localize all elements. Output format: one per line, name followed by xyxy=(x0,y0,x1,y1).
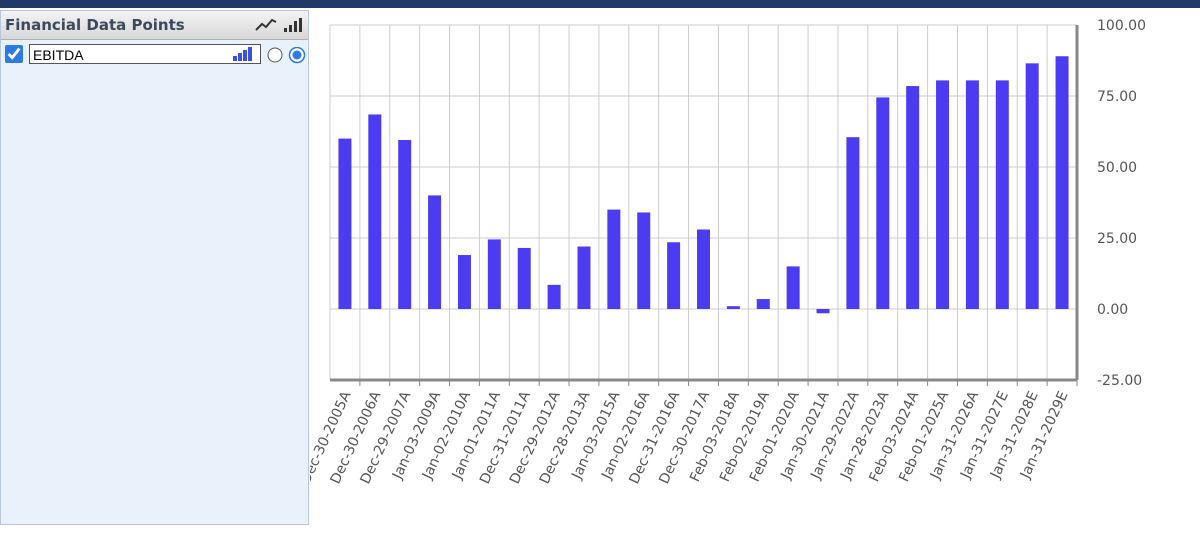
row-icons[interactable] xyxy=(233,47,313,65)
y-tick-label: 75.00 xyxy=(1097,89,1137,105)
bar xyxy=(577,246,591,309)
bar xyxy=(876,97,890,309)
bar xyxy=(667,242,681,309)
bar xyxy=(517,247,531,309)
bar xyxy=(786,266,800,309)
bar xyxy=(338,138,352,309)
y-tick-label: 25.00 xyxy=(1097,231,1137,247)
bar xyxy=(1055,56,1069,309)
bar xyxy=(1025,63,1039,310)
bar xyxy=(487,239,501,309)
checkbox[interactable] xyxy=(5,45,23,63)
bar xyxy=(697,229,710,309)
panel-header: Financial Data Points xyxy=(1,11,308,40)
bar xyxy=(995,80,1009,309)
y-tick-label: -25.00 xyxy=(1097,373,1142,389)
data-point-row: EBITDA xyxy=(5,44,306,66)
bar xyxy=(607,209,621,309)
bar xyxy=(906,86,920,309)
y-tick-label: 0.00 xyxy=(1097,302,1128,318)
bar xyxy=(756,299,770,309)
bar xyxy=(846,137,860,309)
bar xyxy=(547,284,561,309)
chart-type-icons[interactable] xyxy=(254,16,302,34)
label-input[interactable]: EBITDA xyxy=(29,44,261,64)
bar xyxy=(457,255,471,309)
y-tick-label: 100.00 xyxy=(1097,18,1146,34)
bar xyxy=(726,306,740,309)
y-tick-label: 50.00 xyxy=(1097,160,1137,176)
bar xyxy=(637,212,651,309)
side-panel: Financial Data Points EBITDA xyxy=(0,10,309,525)
bar xyxy=(965,80,979,309)
panel-title: Financial Data Points xyxy=(5,16,185,34)
bar xyxy=(428,195,442,309)
bar xyxy=(368,114,382,310)
top-bar xyxy=(0,0,1200,8)
bar xyxy=(936,80,950,309)
chart: -25.000.0025.0050.0075.00100.00Dec-30-20… xyxy=(310,18,1146,487)
bar xyxy=(816,309,830,314)
bar xyxy=(398,140,412,309)
